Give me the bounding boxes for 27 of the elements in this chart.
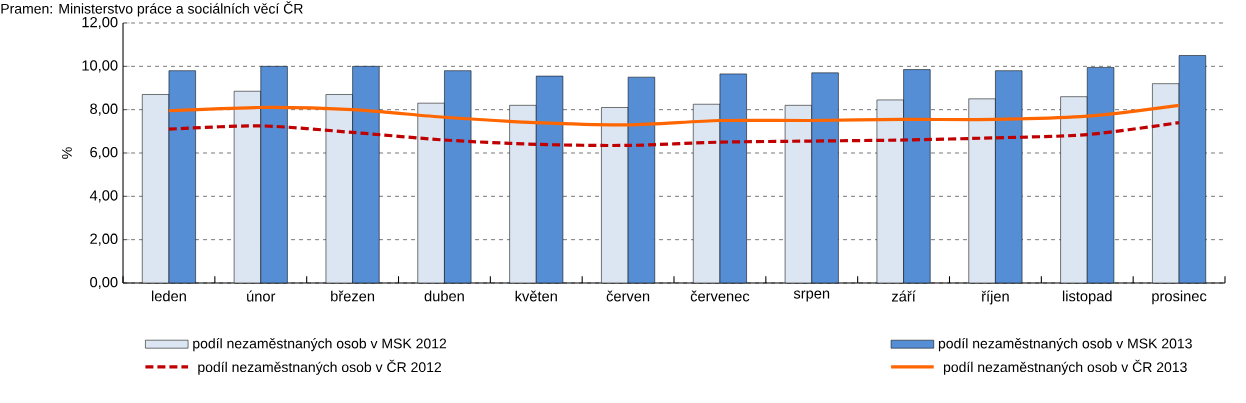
x-tick-label: duben: [424, 290, 464, 302]
legend-label: podíl nezaměstnaných osob v ČR 2013: [943, 359, 1187, 375]
legend-label: podíl nezaměstnaných osob v MSK 2012: [193, 337, 447, 352]
x-tick-label: leden: [151, 290, 186, 302]
x-tick-label: září: [891, 290, 916, 302]
x-tick-label: červenec: [690, 290, 750, 302]
line-series: [167, 103, 1181, 127]
legend-label: podíl nezaměstnaných osob v ČR 2012: [198, 359, 442, 375]
y-tick-label: 4,00: [89, 190, 118, 203]
text: Pramen: Ministerstvo práce a sociálních věcí ČR: [1, 1, 303, 17]
y-tick-label: 6,00: [90, 146, 118, 160]
x-tick-label: únor: [247, 290, 276, 302]
y-tick-label: 10,00: [82, 60, 118, 73]
y-tick-label: 0,00: [90, 276, 118, 290]
x-tick-label: říjen: [981, 290, 1009, 305]
y-tick-label: 12,00: [82, 16, 118, 30]
line-series: [167, 121, 1181, 148]
y-tick-label: 8,00: [90, 103, 118, 116]
x-tick-label: březen: [331, 290, 375, 302]
x-tick-label: srpen: [793, 290, 830, 302]
y-tick-label: 2,00: [90, 233, 118, 246]
y-axis-title: %: [62, 147, 72, 159]
legend-label: podíl nezaměstnaných osob v MSK 2013: [938, 337, 1192, 352]
x-tick-label: prosinec: [1152, 290, 1207, 305]
x-tick-label: červen: [606, 290, 650, 302]
x-tick-label: listopad: [1062, 290, 1112, 305]
x-tick-label: květen: [515, 290, 557, 302]
